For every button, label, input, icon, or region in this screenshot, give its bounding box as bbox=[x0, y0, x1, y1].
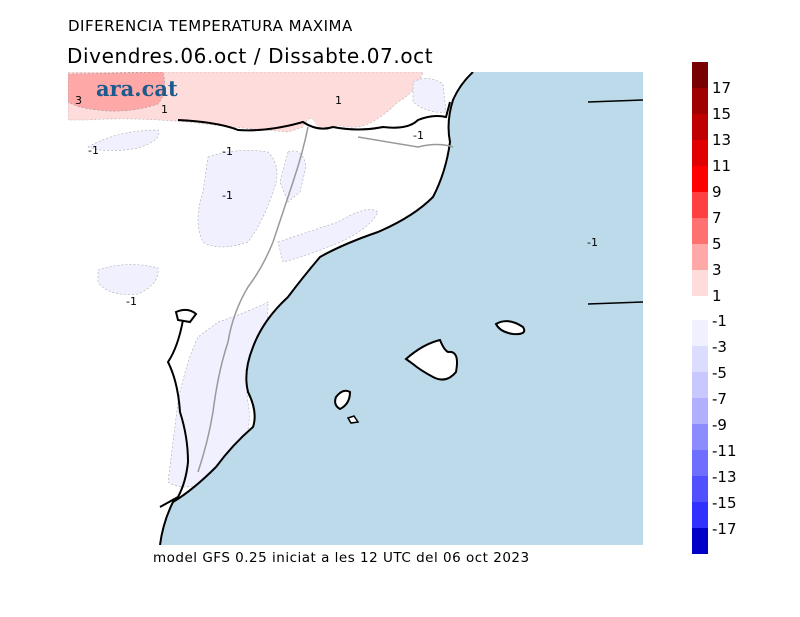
contour-label: -1 bbox=[222, 145, 233, 158]
island-ibiza bbox=[334, 389, 352, 411]
colorbar-swatch bbox=[692, 502, 708, 528]
land-outline bbox=[587, 99, 643, 305]
colorbar-label: 7 bbox=[712, 209, 722, 227]
colorbar-swatch bbox=[692, 88, 708, 114]
colorbar-label: -7 bbox=[712, 390, 727, 408]
map-title: DIFERENCIA TEMPERATURA MAXIMA bbox=[68, 17, 353, 35]
colorbar-swatch bbox=[692, 346, 708, 372]
colorbar-label: 5 bbox=[712, 235, 722, 253]
colorbar-label: -5 bbox=[712, 364, 727, 382]
colorbar-label: 15 bbox=[712, 105, 732, 123]
model-info-footer: model GFS 0.25 iniciat a les 12 UTC del … bbox=[153, 550, 530, 566]
colorbar-label: -1 bbox=[712, 312, 727, 330]
colorbar-swatch bbox=[692, 166, 708, 192]
contour-label: -1 bbox=[88, 144, 99, 157]
colorbar-swatch bbox=[692, 140, 708, 166]
contour-label: -1 bbox=[222, 189, 233, 202]
colorbar-label: -13 bbox=[712, 468, 737, 486]
contour-label: 1 bbox=[335, 94, 342, 107]
colorbar-swatch bbox=[692, 270, 708, 296]
land-outline bbox=[159, 308, 198, 508]
colorbar-swatch bbox=[692, 62, 708, 88]
colorbar-swatch bbox=[692, 218, 708, 244]
coastline bbox=[159, 72, 474, 545]
colorbar-swatch bbox=[692, 114, 708, 140]
colorbar-label: -15 bbox=[712, 494, 737, 512]
island-formentera bbox=[346, 415, 360, 424]
colorbar-swatch bbox=[692, 450, 708, 476]
colorbar-label: -3 bbox=[712, 338, 727, 356]
colorbar-label: 11 bbox=[712, 157, 732, 175]
colorbar-swatch bbox=[692, 528, 708, 554]
contour-label: -1 bbox=[126, 295, 137, 308]
positive-1-area bbox=[308, 113, 343, 128]
colorbar-swatch bbox=[692, 476, 708, 502]
temperature-difference-map bbox=[68, 72, 643, 545]
colorbar-label: -17 bbox=[712, 520, 737, 538]
contour-label: -1 bbox=[413, 129, 424, 142]
ara-cat-logo: ara.cat bbox=[96, 76, 178, 101]
contour-label: 3 bbox=[75, 94, 82, 107]
contour-label: 1 bbox=[161, 103, 168, 116]
contour-label: -1 bbox=[587, 236, 598, 249]
colorbar-label: 3 bbox=[712, 261, 722, 279]
colorbar-swatch bbox=[692, 398, 708, 424]
map-subtitle: Divendres.06.oct / Dissabte.07.oct bbox=[67, 44, 434, 68]
colorbar-swatch bbox=[692, 372, 708, 398]
colorbar-label: 1 bbox=[712, 287, 722, 305]
colorbar-label: 13 bbox=[712, 131, 732, 149]
sea-area bbox=[160, 72, 643, 545]
region-border bbox=[357, 136, 454, 148]
island-menorca bbox=[494, 320, 526, 336]
colorbar-swatch bbox=[692, 320, 708, 346]
colorbar-label: 17 bbox=[712, 79, 732, 97]
colorbar-label: -9 bbox=[712, 416, 727, 434]
region-border bbox=[197, 126, 309, 473]
colorbar-label: 9 bbox=[712, 183, 722, 201]
positive-3-area bbox=[68, 72, 165, 112]
country-border bbox=[177, 101, 451, 132]
colorbar-swatch bbox=[692, 424, 708, 450]
colorbar-swatch bbox=[692, 192, 708, 218]
island-mallorca bbox=[404, 338, 458, 381]
colorbar-swatch bbox=[692, 244, 708, 270]
colorbar-label: -11 bbox=[712, 442, 737, 460]
